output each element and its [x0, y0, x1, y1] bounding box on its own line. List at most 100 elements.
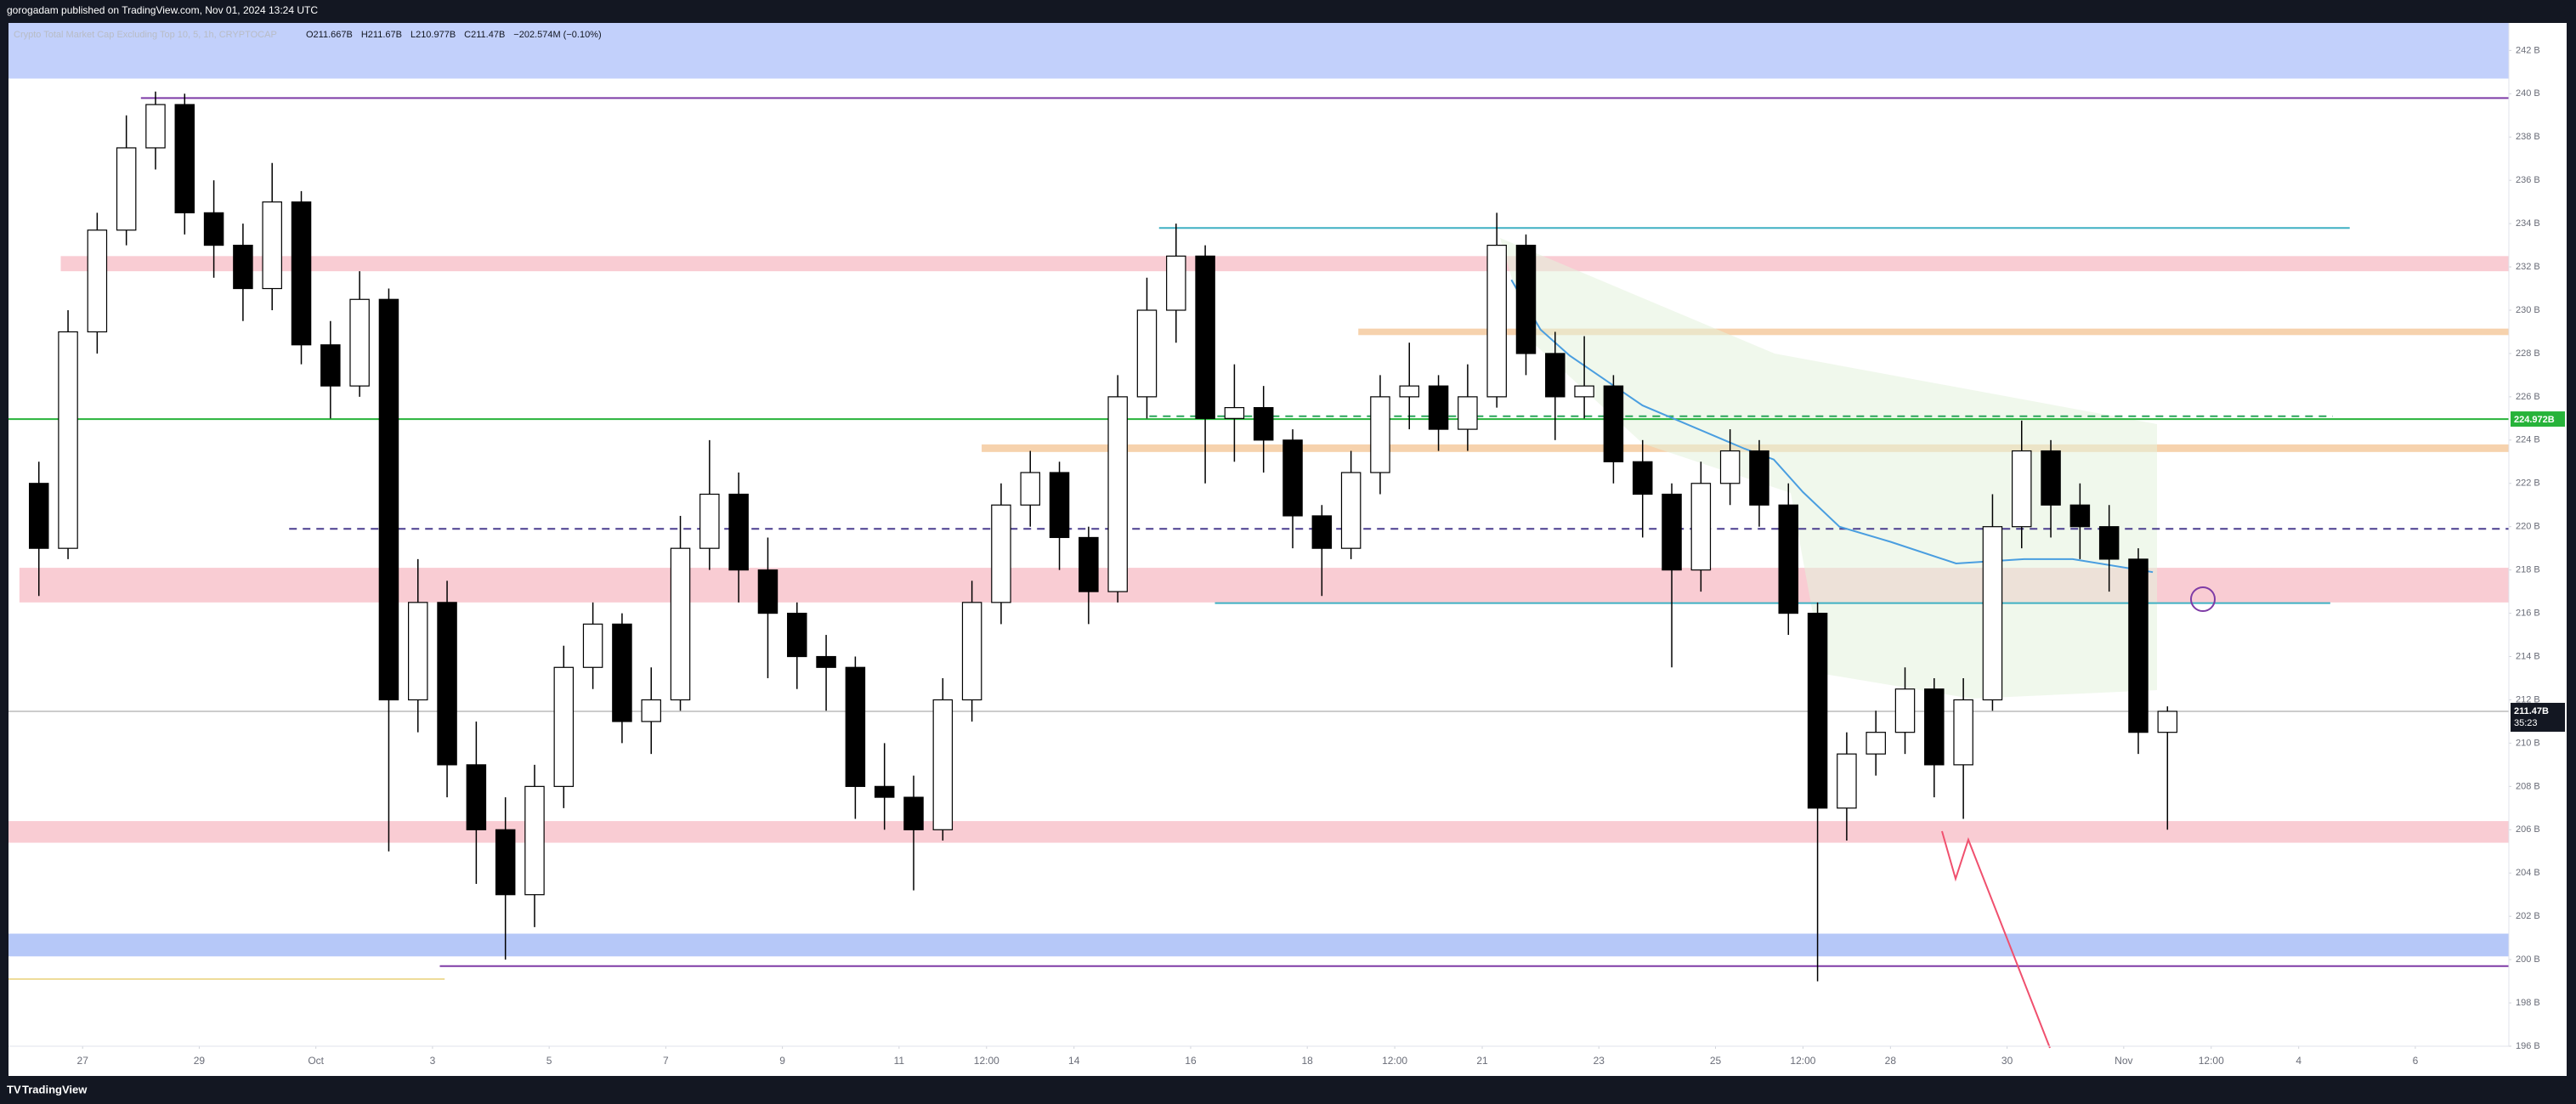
y-tick-label: 236 B	[2516, 175, 2540, 185]
candle-body	[1195, 255, 1215, 419]
candle-body	[2069, 504, 2091, 528]
y-tick-label: 196 B	[2516, 1041, 2540, 1051]
candle-body	[233, 244, 253, 290]
candle-body	[495, 829, 516, 896]
y-tick-label: 212 B	[2516, 694, 2540, 705]
countdown: 35:23	[2514, 718, 2538, 728]
ohlc-value: C211.47B	[464, 30, 505, 40]
candle-body	[1545, 353, 1565, 398]
candle-body	[349, 298, 370, 387]
y-tick-label: 226 B	[2516, 392, 2540, 402]
zone	[1358, 328, 2509, 336]
x-tick-label: 5	[546, 1055, 552, 1067]
last-price-bg	[2511, 702, 2565, 732]
candle-body	[2012, 450, 2032, 528]
candle-body	[845, 666, 866, 787]
x-tick-label: 7	[663, 1055, 669, 1067]
zone	[8, 821, 2509, 843]
x-tick-label: Nov	[2115, 1055, 2132, 1067]
y-tick-label: 240 B	[2516, 88, 2540, 99]
candle-body	[2041, 450, 2061, 506]
candle-body	[1079, 536, 1099, 592]
x-tick-label: 14	[1068, 1055, 1080, 1067]
y-tick-label: 216 B	[2516, 608, 2540, 618]
y-tick-label: 206 B	[2516, 824, 2540, 835]
target-circle	[2190, 586, 2216, 612]
candle-body	[1953, 699, 1973, 766]
candle-body	[699, 493, 720, 549]
candle-body	[320, 344, 341, 387]
last-price-label: 211.47B	[2514, 706, 2549, 716]
ohlc-value: L210.977B	[410, 30, 456, 40]
y-tick-label: 210 B	[2516, 738, 2540, 748]
candle-body	[1458, 396, 1478, 430]
candle-body	[2157, 711, 2178, 733]
candle-body	[670, 547, 691, 701]
y-tick-label: 208 B	[2516, 781, 2540, 791]
candle-body	[991, 504, 1011, 603]
x-tick-label: 21	[1476, 1055, 1488, 1067]
candle-body	[1224, 407, 1245, 419]
y-tick-label: 202 B	[2516, 911, 2540, 921]
candle-body	[787, 612, 807, 658]
candle-body	[437, 602, 457, 766]
candle-body	[2098, 526, 2120, 560]
x-tick-label: 28	[1885, 1055, 1897, 1067]
candle-body	[1370, 396, 1390, 473]
candle-body	[1340, 472, 1362, 549]
ohlc-value: O211.667B	[306, 30, 353, 40]
candle-body	[1690, 483, 1712, 571]
candle-body	[408, 602, 428, 701]
x-tick-label: 16	[1185, 1055, 1197, 1067]
x-tick-label: 4	[2296, 1055, 2301, 1067]
x-tick-label: 3	[430, 1055, 436, 1067]
y-tick-label: 230 B	[2516, 305, 2540, 315]
candle-body	[2128, 558, 2149, 733]
candle-body	[961, 602, 982, 701]
level-label: 224.972B	[2514, 415, 2555, 425]
brand-logo: TV	[7, 1083, 21, 1096]
candle-body	[1924, 688, 1945, 766]
candle-body	[1253, 407, 1274, 441]
candle-body	[262, 201, 282, 290]
candle-body	[1486, 244, 1507, 398]
candle-body	[378, 298, 399, 701]
candle-body	[1778, 504, 1799, 614]
x-tick-label: 29	[194, 1055, 206, 1067]
candle-body	[1749, 450, 1769, 506]
zone	[8, 23, 2509, 79]
x-tick-label: 6	[2413, 1055, 2419, 1067]
candles-layer	[28, 91, 2178, 982]
candle-body	[291, 201, 312, 346]
candle-body	[728, 493, 749, 571]
candle-body	[874, 785, 895, 798]
zone	[8, 933, 2509, 957]
zone	[60, 256, 2509, 272]
x-tick-label: 25	[1710, 1055, 1722, 1067]
x-tick-label: 9	[779, 1055, 785, 1067]
y-tick-label: 218 B	[2516, 565, 2540, 575]
y-tick-label: 232 B	[2516, 262, 2540, 272]
y-tick-label: 198 B	[2516, 998, 2540, 1008]
candle-body	[612, 623, 632, 722]
ohlc-value: H211.67B	[361, 30, 402, 40]
candle-body	[1719, 450, 1741, 484]
y-tick-label: 222 B	[2516, 478, 2540, 489]
y-tick-label: 234 B	[2516, 218, 2540, 229]
candle-body	[174, 104, 195, 213]
candle-body	[1515, 244, 1537, 354]
candle-body	[1166, 255, 1186, 311]
candle-body	[466, 764, 487, 830]
candle-body	[1136, 309, 1158, 398]
candle-body	[87, 229, 108, 333]
y-tick-label: 204 B	[2516, 868, 2540, 878]
candle-body	[553, 666, 575, 787]
x-tick-label: 11	[894, 1055, 905, 1067]
candle-body	[1662, 493, 1682, 571]
y-tick-label: 228 B	[2516, 348, 2540, 359]
x-tick-label: 27	[77, 1055, 89, 1067]
candle-body	[116, 147, 137, 231]
x-tick-label: 12:00	[1382, 1055, 1407, 1067]
candle-body	[524, 785, 545, 896]
y-tick-label: 220 B	[2516, 522, 2540, 532]
